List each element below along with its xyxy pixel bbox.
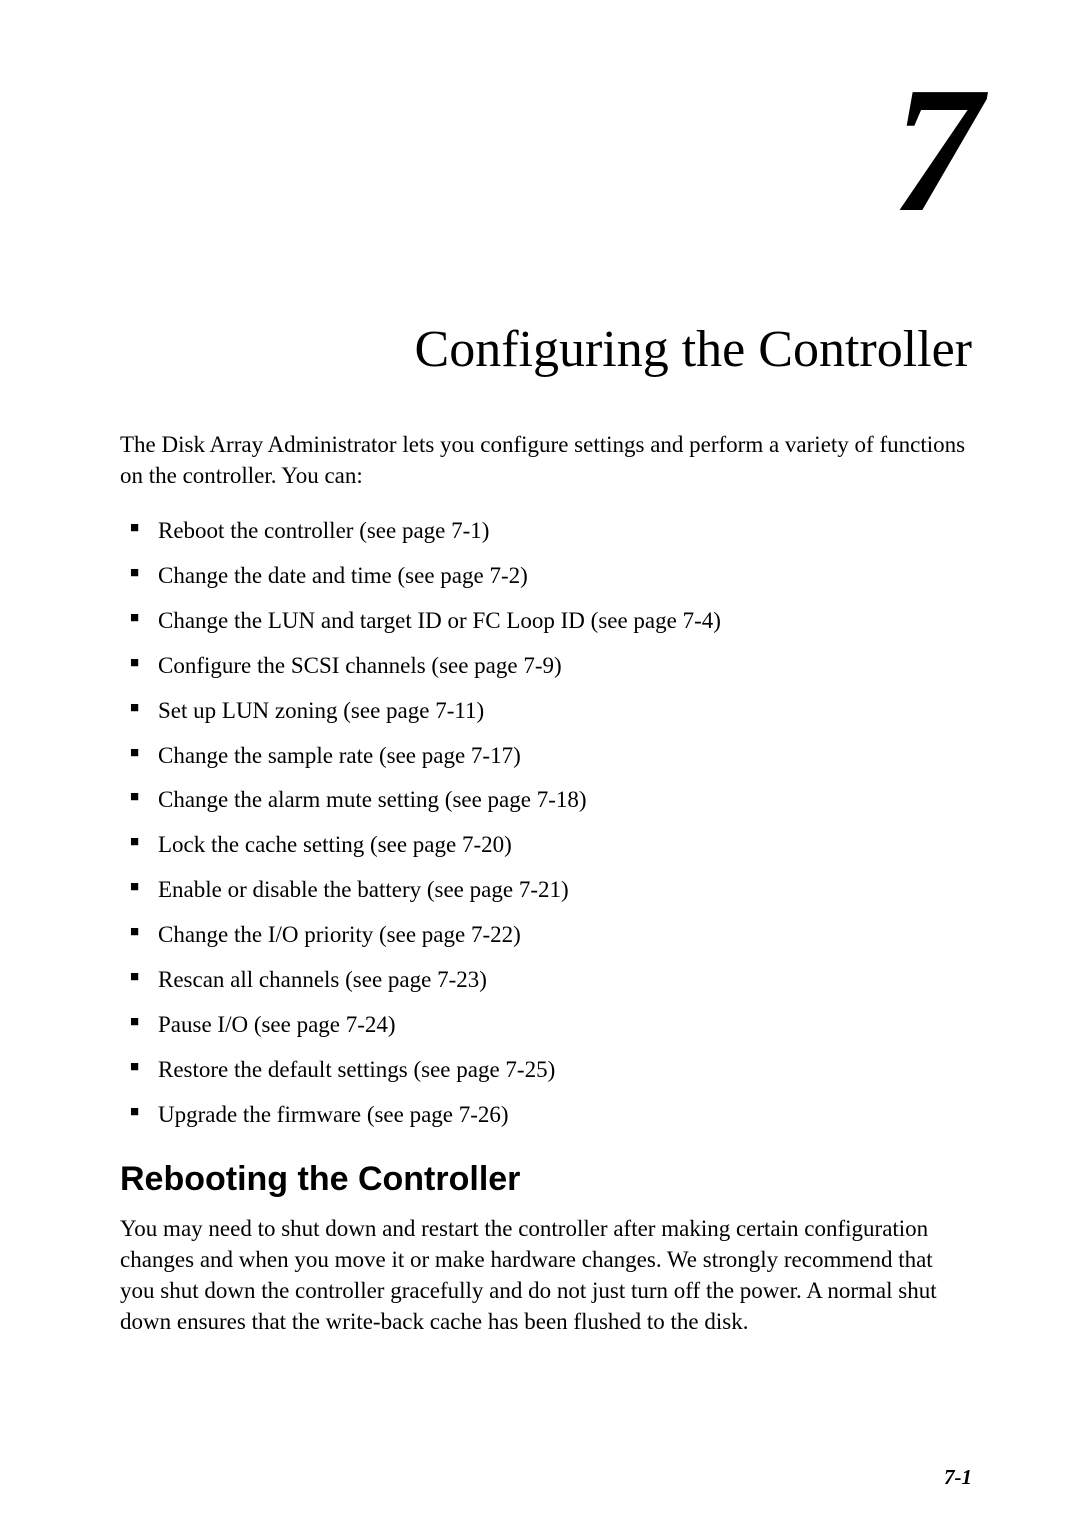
page-number: 7-1 <box>944 1465 972 1490</box>
list-item: Change the LUN and target ID or FC Loop … <box>158 606 972 636</box>
list-item: Lock the cache setting (see page 7-20) <box>158 830 972 860</box>
list-item: Restore the default settings (see page 7… <box>158 1055 972 1085</box>
list-item: Reboot the controller (see page 7-1) <box>158 516 972 546</box>
chapter-number: 7 <box>120 60 972 240</box>
list-item: Set up LUN zoning (see page 7-11) <box>158 696 972 726</box>
bullet-list: Reboot the controller (see page 7-1) Cha… <box>120 516 972 1129</box>
list-item: Change the date and time (see page 7-2) <box>158 561 972 591</box>
list-item: Change the alarm mute setting (see page … <box>158 785 972 815</box>
intro-text: The Disk Array Administrator lets you co… <box>120 429 972 491</box>
list-item: Pause I/O (see page 7-24) <box>158 1010 972 1040</box>
list-item: Configure the SCSI channels (see page 7-… <box>158 651 972 681</box>
list-item: Enable or disable the battery (see page … <box>158 875 972 905</box>
body-text: You may need to shut down and restart th… <box>120 1213 972 1337</box>
chapter-title: Configuring the Controller <box>120 320 972 379</box>
section-heading: Rebooting the Controller <box>120 1160 972 1199</box>
list-item: Change the I/O priority (see page 7-22) <box>158 920 972 950</box>
list-item: Change the sample rate (see page 7-17) <box>158 741 972 771</box>
list-item: Rescan all channels (see page 7-23) <box>158 965 972 995</box>
list-item: Upgrade the firmware (see page 7-26) <box>158 1100 972 1130</box>
